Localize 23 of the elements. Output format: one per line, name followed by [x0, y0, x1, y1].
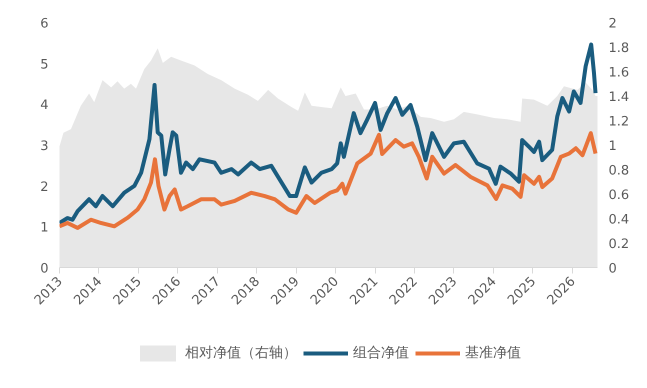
y2-tick-label: 0.6	[608, 188, 630, 203]
y2-tick-label: 1	[608, 139, 617, 154]
y-tick-label: 1	[40, 220, 49, 236]
y2-tick-label: 0	[608, 262, 617, 276]
y2-tick-label: 0.8	[608, 164, 630, 178]
y-tick-label: 4	[40, 98, 49, 114]
y2-tick-label: 1.2	[608, 114, 630, 130]
y2-tick-label: 1.4	[608, 90, 630, 105]
legend-label: 相对净值（右轴）	[185, 344, 297, 362]
y-tick-label: 5	[40, 57, 49, 72]
legend-label: 组合净值	[353, 344, 409, 362]
y-tick-label: 6	[40, 16, 49, 32]
y2-tick-label: 1.8	[608, 41, 630, 56]
y-tick-label: 3	[40, 139, 49, 154]
line-series	[60, 42, 598, 225]
y-tick-label: 2	[40, 180, 49, 195]
y2-tick-label: 1.6	[608, 66, 630, 80]
line-series	[60, 131, 598, 230]
y2-tick-label: 2	[608, 16, 617, 32]
y2-tick-label: 0.2	[608, 237, 630, 252]
y-tick-label: 0	[40, 262, 49, 276]
y2-tick-label: 0.4	[608, 212, 630, 228]
legend-label: 基准净值	[465, 344, 521, 362]
